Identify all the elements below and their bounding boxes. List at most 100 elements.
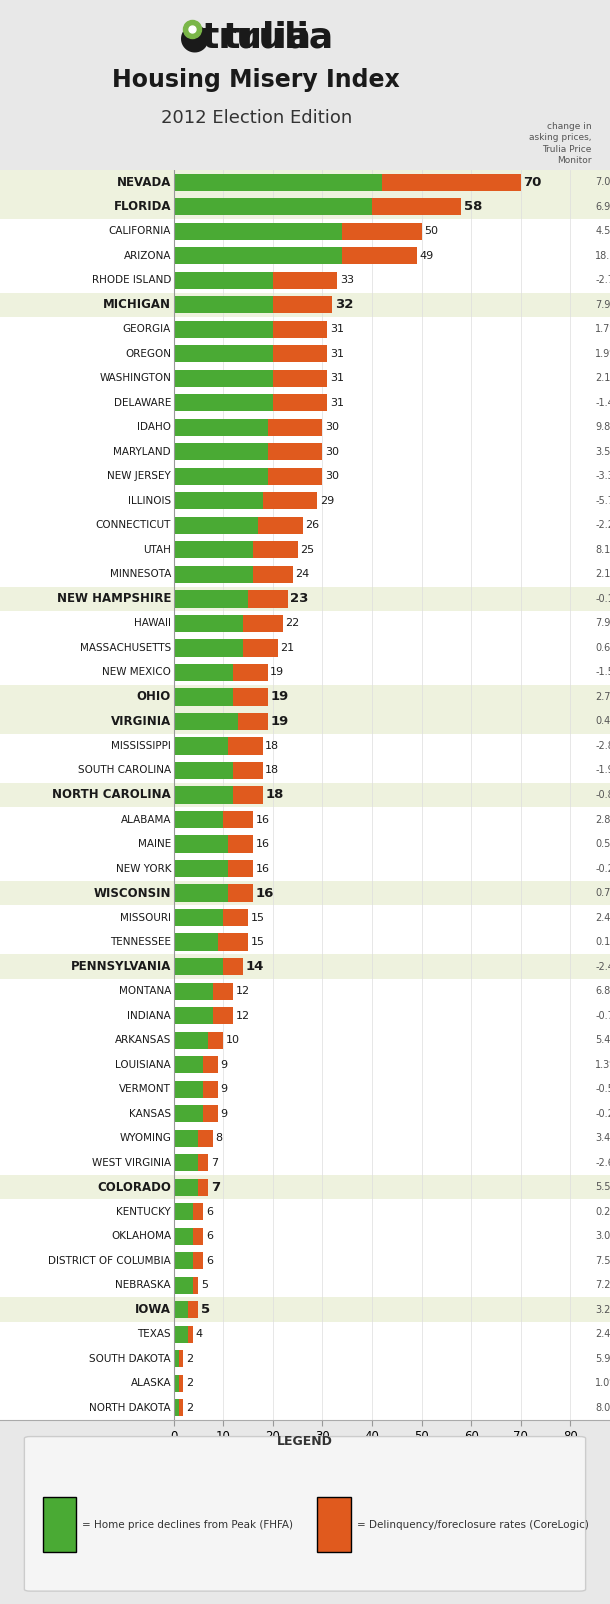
Bar: [0, 1174, 610, 1200]
Bar: [174, 836, 228, 853]
Bar: [174, 688, 233, 706]
Bar: [0, 1076, 610, 1102]
Text: 6: 6: [206, 1206, 213, 1217]
Bar: [174, 443, 268, 460]
Text: KANSAS: KANSAS: [129, 1108, 171, 1118]
Text: 31: 31: [330, 398, 344, 407]
Text: ● trulia: ● trulia: [179, 21, 333, 55]
Bar: [174, 419, 268, 436]
Bar: [0, 1395, 610, 1420]
Text: SOUTH CAROLINA: SOUTH CAROLINA: [78, 765, 171, 775]
Bar: [0, 1346, 610, 1371]
Text: 9: 9: [221, 1108, 228, 1118]
Bar: [0, 1274, 610, 1298]
Bar: [0, 930, 610, 954]
Bar: [174, 640, 243, 656]
Text: 31: 31: [330, 324, 344, 334]
Text: 1.7%: 1.7%: [595, 324, 610, 334]
Bar: [174, 762, 233, 780]
Bar: [0, 561, 610, 587]
Bar: [174, 1105, 203, 1123]
Bar: [188, 1325, 193, 1343]
Bar: [174, 1227, 193, 1245]
Text: -0.7%: -0.7%: [595, 1011, 610, 1020]
Text: 16: 16: [256, 839, 270, 849]
Bar: [174, 1007, 214, 1025]
Text: 30: 30: [325, 448, 339, 457]
Bar: [0, 318, 610, 342]
Text: OHIO: OHIO: [137, 690, 171, 704]
Bar: [263, 492, 317, 510]
Bar: [179, 1351, 184, 1367]
Bar: [372, 199, 461, 215]
Bar: [193, 1253, 203, 1269]
Text: LEGEND: LEGEND: [277, 1434, 333, 1448]
Text: MISSISSIPPI: MISSISSIPPI: [111, 741, 171, 751]
Bar: [174, 1325, 188, 1343]
Bar: [0, 194, 610, 220]
Text: NEW JERSEY: NEW JERSEY: [107, 472, 171, 481]
Bar: [174, 614, 243, 632]
Text: 16: 16: [256, 863, 270, 874]
Text: 5.5%: 5.5%: [595, 1182, 610, 1192]
Text: NEW HAMPSHIRE: NEW HAMPSHIRE: [57, 592, 171, 605]
Bar: [0, 1126, 610, 1150]
Text: TENNESSEE: TENNESSEE: [110, 937, 171, 946]
Text: Housing Misery Index: Housing Misery Index: [112, 67, 400, 91]
Text: MICHIGAN: MICHIGAN: [103, 298, 171, 311]
Text: 31: 31: [330, 348, 344, 359]
Bar: [0, 292, 610, 318]
Text: 0.4%: 0.4%: [595, 717, 610, 727]
Text: 6.8%: 6.8%: [595, 986, 610, 996]
Bar: [0, 1150, 610, 1174]
Text: MASSACHUSETTS: MASSACHUSETTS: [80, 643, 171, 653]
Bar: [174, 321, 273, 338]
Bar: [174, 1081, 203, 1097]
Text: -0.2%: -0.2%: [595, 1108, 610, 1118]
Bar: [0, 759, 610, 783]
Bar: [203, 1105, 218, 1123]
Bar: [174, 884, 228, 901]
Bar: [174, 1277, 193, 1294]
Bar: [0, 635, 610, 661]
Bar: [228, 884, 253, 901]
Text: = Home price declines from Peak (FHFA): = Home price declines from Peak (FHFA): [82, 1521, 293, 1530]
Text: 1.3%: 1.3%: [595, 1060, 610, 1070]
Text: 3.4%: 3.4%: [595, 1132, 610, 1144]
Bar: [0, 220, 610, 244]
Bar: [0, 464, 610, 489]
Text: 2.1%: 2.1%: [595, 569, 610, 579]
Text: 7.5%: 7.5%: [595, 1256, 610, 1266]
Text: 31: 31: [330, 374, 344, 383]
Text: 5: 5: [201, 1302, 210, 1317]
Bar: [382, 173, 521, 191]
Bar: [273, 321, 328, 338]
Bar: [0, 881, 610, 905]
Text: change in
asking prices,
Trulia Price
Monitor: change in asking prices, Trulia Price Mo…: [529, 122, 592, 165]
Text: 0.2%: 0.2%: [595, 1206, 610, 1217]
Text: IDAHO: IDAHO: [137, 422, 171, 433]
Text: 21: 21: [280, 643, 295, 653]
Text: MONTANA: MONTANA: [119, 986, 171, 996]
Bar: [174, 297, 273, 313]
Text: 15: 15: [251, 937, 265, 946]
Text: 16: 16: [256, 815, 270, 824]
Text: 24: 24: [295, 569, 309, 579]
Text: 2.8%: 2.8%: [595, 815, 610, 824]
Text: NEW YORK: NEW YORK: [116, 863, 171, 874]
Text: NORTH CAROLINA: NORTH CAROLINA: [52, 789, 171, 802]
Text: 50: 50: [424, 226, 438, 236]
Text: 0.5%: 0.5%: [595, 839, 610, 849]
Text: -2.4%: -2.4%: [595, 961, 610, 972]
Text: OKLAHOMA: OKLAHOMA: [111, 1232, 171, 1241]
Text: WASHINGTON: WASHINGTON: [99, 374, 171, 383]
Bar: [174, 468, 268, 484]
Text: 58: 58: [464, 200, 482, 213]
Text: -0.8%: -0.8%: [595, 791, 610, 800]
Text: 30: 30: [325, 472, 339, 481]
Text: LOUISIANA: LOUISIANA: [115, 1060, 171, 1070]
Text: 26: 26: [305, 520, 319, 531]
Bar: [174, 1153, 198, 1171]
Text: KENTUCKY: KENTUCKY: [117, 1206, 171, 1217]
Bar: [179, 1375, 184, 1392]
